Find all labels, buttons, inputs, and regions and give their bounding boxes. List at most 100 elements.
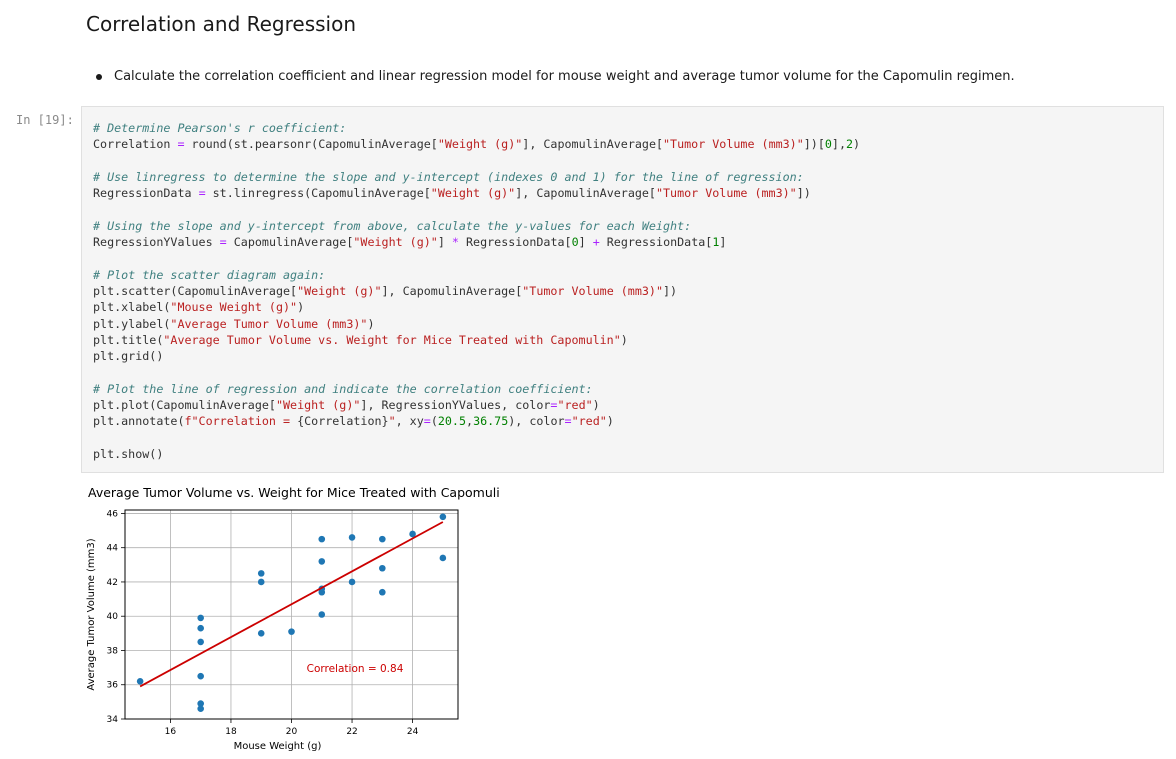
- code-line[interactable]: plt.show(): [93, 446, 860, 462]
- code-token: ): [367, 316, 375, 331]
- code-token: CapomulinAverage[: [226, 235, 354, 250]
- code-line[interactable]: plt.ylabel("Average Tumor Volume (mm3)"): [93, 316, 860, 332]
- code-line[interactable]: plt.annotate(f"Correlation = {Correlatio…: [93, 413, 860, 429]
- scatter-point: [257, 570, 265, 577]
- bullet-text: Calculate the correlation coefficient an…: [114, 69, 1015, 84]
- code-line[interactable]: plt.xlabel("Mouse Weight (g)"): [93, 299, 860, 315]
- y-tick-label: 36: [107, 681, 119, 691]
- code-token: RegressionData[: [599, 235, 713, 250]
- scatter-point: [318, 558, 326, 565]
- code-token: ]: [437, 235, 452, 250]
- scatter-point: [197, 624, 204, 632]
- code-token: =: [198, 186, 206, 201]
- code-token: "Tumor Volume (mm3)": [655, 186, 797, 201]
- code-token: plt.ylabel(: [93, 316, 171, 331]
- code-token: Correlation: [93, 137, 178, 152]
- code-token: plt.show(): [93, 446, 164, 461]
- code-token: 0: [824, 137, 832, 152]
- code-line[interactable]: RegressionData = st.linregress(Capomulin…: [93, 185, 860, 201]
- y-tick-label: 38: [107, 646, 119, 656]
- code-token: "Average Tumor Volume (mm3)": [170, 316, 368, 331]
- x-axis-label: Mouse Weight (g): [234, 741, 322, 752]
- scatter-point: [318, 611, 326, 618]
- scatter-point: [288, 628, 295, 635]
- y-tick-label: 46: [107, 509, 119, 519]
- scatter-point: [348, 578, 356, 586]
- code-token: ,: [466, 414, 474, 429]
- code-token: "Average Tumor Volume vs. Weight for Mic…: [163, 332, 621, 347]
- code-line[interactable]: RegressionYValues = CapomulinAverage["We…: [93, 234, 860, 250]
- section-heading: Correlation and Regression: [86, 12, 357, 36]
- code-token: =: [564, 414, 572, 429]
- code-token: "Tumor Volume (mm3)": [522, 283, 663, 298]
- code-line[interactable]: plt.grid(): [93, 348, 860, 364]
- code-token: plt.grid(): [93, 349, 164, 364]
- code-line[interactable]: # Plot the line of regression and indica…: [93, 381, 860, 397]
- code-token: *: [451, 235, 459, 250]
- code-token: ): [853, 137, 861, 152]
- regression-line: [139, 521, 444, 688]
- code-line[interactable]: Correlation = round(st.pearsonr(Capomuli…: [93, 136, 860, 152]
- scatter-point: [257, 578, 265, 586]
- cell-prompt: In [19]:: [16, 113, 74, 127]
- code-token: ])[: [803, 137, 825, 152]
- code-token: =: [219, 235, 227, 250]
- scatter-point: [197, 638, 204, 646]
- code-token: ], CapomulinAverage[: [522, 137, 664, 152]
- code-line[interactable]: ​: [93, 201, 860, 217]
- scatter-point: [197, 700, 204, 707]
- code-token: 2: [846, 137, 854, 152]
- scatter-point: [197, 672, 204, 680]
- code-token: =: [177, 137, 185, 152]
- code-line[interactable]: # Using the slope and y-intercept from a…: [93, 218, 860, 234]
- code-line[interactable]: ​: [93, 153, 860, 169]
- code-token: st.linregress(CapomulinAverage[: [205, 186, 431, 201]
- code-token: ]: [719, 235, 727, 250]
- x-tick-label: 22: [346, 727, 357, 737]
- code-line[interactable]: # Plot the scatter diagram again:: [93, 267, 860, 283]
- code-token: =: [423, 414, 431, 429]
- code-token: "Weight (g)": [430, 186, 516, 201]
- cell-output: 16 18 20 22 24 34 36 38 40 42 44 46 Correlation = 0…: [80, 480, 508, 755]
- code-line[interactable]: # Determine Pearson's r coefficient:: [93, 120, 860, 136]
- code-token: ]): [662, 283, 678, 298]
- code-token: 20.5: [437, 414, 467, 429]
- code-line[interactable]: ​: [93, 250, 860, 266]
- code-line[interactable]: plt.plot(CapomulinAverage["Weight (g)"],…: [93, 397, 860, 413]
- code-token: plt.annotate(: [93, 414, 185, 429]
- scatter-point: [379, 564, 386, 572]
- code-line[interactable]: plt.scatter(CapomulinAverage["Weight (g)…: [93, 283, 860, 299]
- scatter-point: [348, 534, 356, 541]
- code-token: # Use linregress to determine the slope …: [93, 169, 804, 184]
- y-tick-label: 34: [107, 715, 119, 725]
- code-token: 1: [712, 235, 720, 250]
- code-token: "Mouse Weight (g)": [170, 300, 298, 315]
- x-tick-label: 16: [165, 727, 177, 737]
- code-token: +: [592, 235, 600, 250]
- code-token: "red": [557, 398, 593, 413]
- y-axis-label: Average Tumor Volume (mm3): [86, 538, 97, 690]
- code-token: 36.75: [473, 414, 509, 429]
- chart-title: Average Tumor Volume vs. Weight for Mice…: [88, 485, 500, 500]
- code-token: ], CapomulinAverage[: [515, 186, 656, 201]
- code-token: ": [388, 414, 396, 429]
- code-token: ], CapomulinAverage[: [381, 283, 523, 298]
- code-line[interactable]: ​: [93, 364, 860, 380]
- code-line[interactable]: # Use linregress to determine the slope …: [93, 169, 860, 185]
- code-token: RegressionYValues: [93, 235, 220, 250]
- y-tick-label: 44: [107, 544, 119, 554]
- code-editor[interactable]: # Determine Pearson's r coefficient: Corr…: [93, 120, 860, 462]
- code-token: ): [606, 414, 614, 429]
- code-token: ): [592, 398, 600, 413]
- code-token: round(st.pearsonr(CapomulinAverage[: [184, 137, 438, 152]
- bullet-item: Calculate the correlation coefficient an…: [96, 69, 1015, 84]
- x-tick-label: 20: [286, 727, 298, 737]
- code-line[interactable]: ​: [93, 430, 860, 446]
- code-token: # Plot the line of regression and indica…: [93, 381, 593, 396]
- code-token: plt.title(: [93, 332, 164, 347]
- code-cell[interactable]: # Determine Pearson's r coefficient: Corr…: [81, 106, 1164, 473]
- code-token: ), color: [508, 414, 565, 429]
- code-line[interactable]: plt.title("Average Tumor Volume vs. Weig…: [93, 332, 860, 348]
- code-token: ): [620, 332, 628, 347]
- scatter-chart: 16 18 20 22 24 34 36 38 40 42 44 46 Correlation = 0…: [86, 485, 508, 752]
